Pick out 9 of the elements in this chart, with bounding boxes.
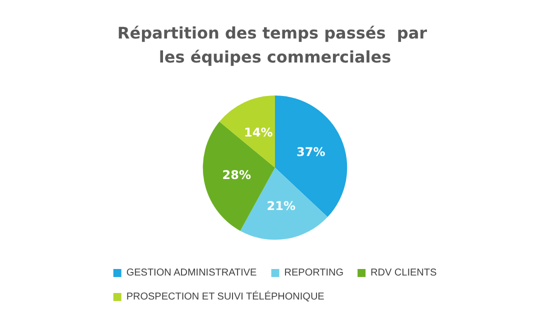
legend-label: RDV CLIENTS [370, 268, 437, 278]
data-label: 21% [266, 199, 296, 214]
legend-label: PROSPECTION ET SUIVI TÉLÉPHONIQUE [126, 290, 325, 302]
data-label: 37% [296, 145, 326, 160]
data-label: 28% [222, 168, 251, 182]
data-label: 14% [244, 125, 273, 140]
legend-label: GESTION ADMINISTRATIVE [126, 268, 258, 278]
legend-label: REPORTING [284, 268, 344, 278]
chart-title: Répartition des temps passés par les équipes commerciales [117, 24, 433, 66]
